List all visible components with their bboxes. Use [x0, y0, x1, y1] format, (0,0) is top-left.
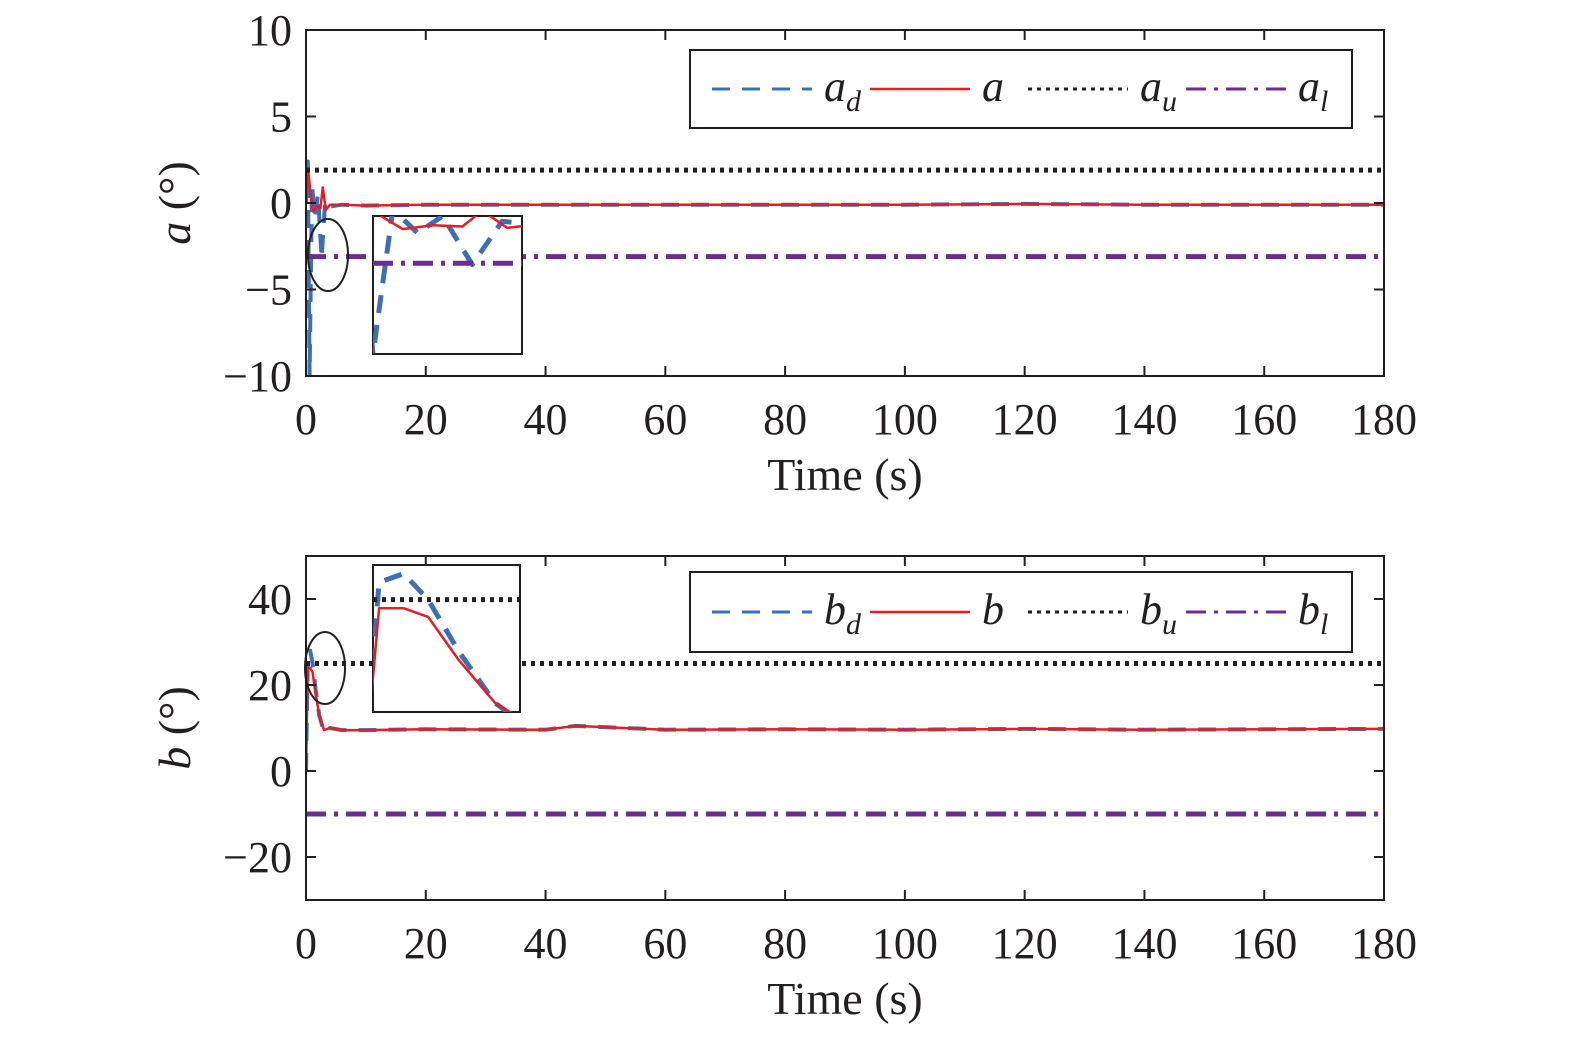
series-line-b: [306, 666, 1384, 772]
zoom-ellipse: [304, 631, 346, 705]
chart-panel-a: 0 20 40 60 80 100 120 140 160 180 10 5 0 −5 −10 Time (s…: [149, 6, 1417, 500]
y-axis-title: b (°): [149, 686, 200, 770]
inset-line-b: [373, 606, 512, 712]
legend-label-b: b: [982, 585, 1004, 634]
series-line-a: [306, 170, 1384, 213]
y-axis-variable: b: [149, 747, 200, 770]
zoom-inset-frame: [372, 564, 521, 713]
y-tick-label: 20: [248, 661, 292, 710]
series-group: [306, 648, 1384, 817]
x-tick-label: 20: [404, 919, 448, 968]
legend-label-b-u: bu: [1140, 585, 1177, 641]
x-tick-label: 180: [1351, 919, 1417, 968]
x-tick-label: 80: [763, 919, 807, 968]
x-tick-label: 120: [992, 919, 1058, 968]
y-tick-label: 0: [270, 747, 292, 796]
x-axis-title: Time (s): [767, 449, 923, 500]
y-tick-label: −10: [223, 352, 292, 401]
zoom-inset: [372, 215, 523, 355]
zoom-ellipse: [307, 218, 349, 292]
legend-label-a-l: al: [1298, 62, 1328, 118]
y-tick-label: −5: [245, 266, 292, 315]
legend-label-b-d: bd: [824, 585, 862, 641]
legend-label-a: a: [982, 62, 1004, 111]
y-tick-label: 0: [270, 179, 292, 228]
inset-line-b-d: [373, 571, 513, 712]
zoom-inset-frame: [372, 215, 523, 355]
x-axis-title: Time (s): [767, 973, 923, 1024]
y-tick-label: 5: [270, 93, 292, 142]
zoom-inset: [372, 564, 521, 713]
x-tick-label: 160: [1231, 919, 1297, 968]
x-tick-label: 100: [872, 395, 938, 444]
y-tick-label: 40: [248, 575, 292, 624]
x-tick-label: 100: [872, 919, 938, 968]
x-tick-label: 160: [1231, 395, 1297, 444]
legend-label-b-l: bl: [1298, 585, 1328, 641]
x-tick-label: 120: [992, 395, 1058, 444]
x-tick-label: 140: [1111, 919, 1177, 968]
x-tick-label: 40: [524, 919, 568, 968]
legend: bd b bu bl: [689, 571, 1353, 653]
x-tick-label: 60: [643, 395, 687, 444]
x-tick-label: 80: [763, 395, 807, 444]
legend: ad a au al: [689, 49, 1353, 129]
plot-frame: [305, 555, 1385, 901]
x-tick-label: 20: [404, 395, 448, 444]
y-axis-unit: (°): [149, 686, 200, 747]
x-tick-label: 60: [643, 919, 687, 968]
legend-label-a-u: au: [1140, 62, 1177, 118]
x-tick-label: 180: [1351, 395, 1417, 444]
inset-line-a: [379, 216, 522, 231]
y-tick-label: 10: [248, 6, 292, 55]
inset-line-a-d: [373, 216, 522, 354]
legend-label-a-d: ad: [824, 62, 862, 118]
y-axis-title: a (°): [149, 161, 200, 245]
x-tick-label: 140: [1111, 395, 1177, 444]
y-tick-label: −20: [223, 833, 292, 882]
x-tick-label: 40: [524, 395, 568, 444]
y-axis-variable: a: [149, 222, 200, 245]
x-tick-label: 0: [295, 919, 317, 968]
x-tick-label: 0: [295, 395, 317, 444]
y-axis-unit: (°): [149, 161, 200, 222]
